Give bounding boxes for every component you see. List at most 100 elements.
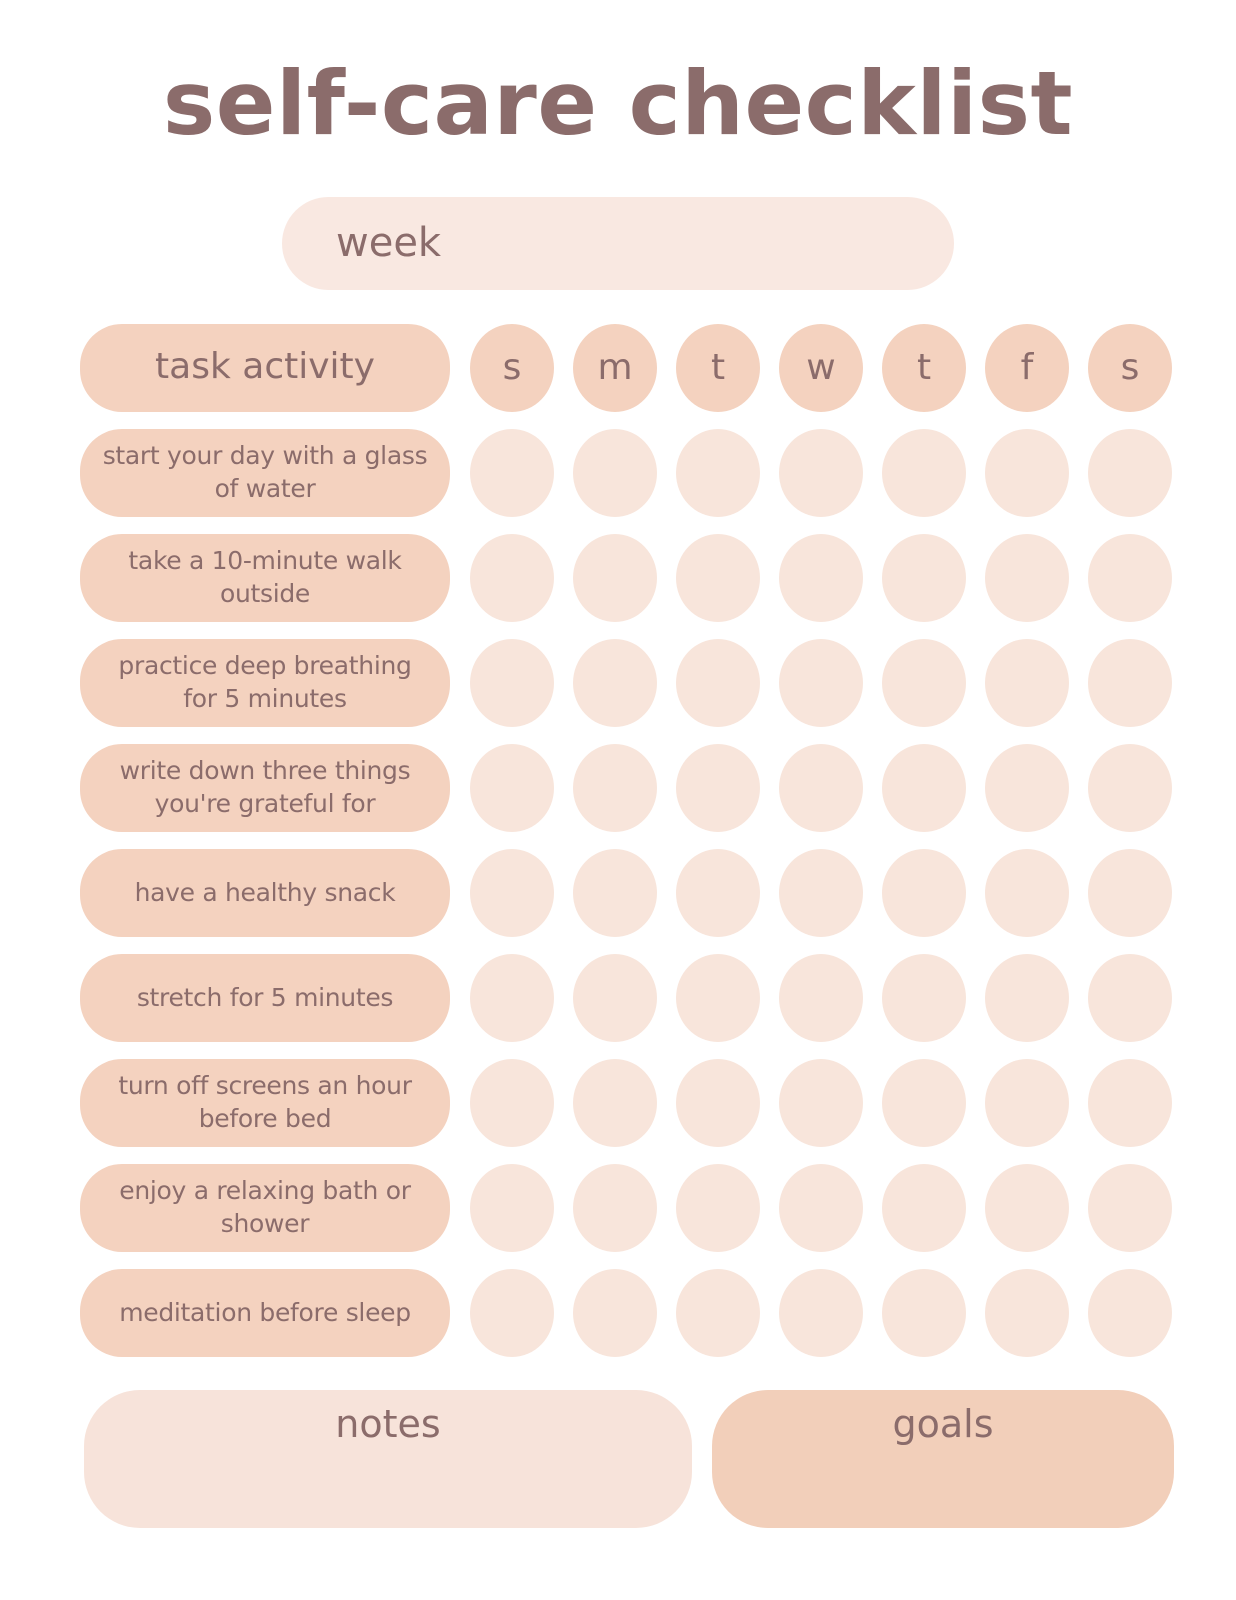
task-pill: stretch for 5 minutes	[80, 953, 450, 1042]
checkbox-circle[interactable]	[1088, 953, 1172, 1042]
task-label: stretch for 5 minutes	[136, 982, 394, 1012]
checkbox-circle[interactable]	[1088, 638, 1172, 727]
checkbox-circle[interactable]	[573, 428, 657, 517]
checkbox-circle[interactable]	[573, 1268, 657, 1357]
checkbox-circle[interactable]	[882, 743, 966, 832]
day-header-circle: s	[470, 323, 554, 412]
checkbox-circle[interactable]	[470, 848, 554, 937]
checkbox-circle[interactable]	[779, 953, 863, 1042]
day-letter: t	[916, 347, 932, 389]
checkbox-circle[interactable]	[676, 533, 760, 622]
checkbox-circle[interactable]	[779, 1268, 863, 1357]
checkbox-circle[interactable]	[1088, 1268, 1172, 1357]
day-letter: s	[1120, 347, 1140, 389]
checkbox-circle[interactable]	[676, 848, 760, 937]
footer-section: notes goals	[84, 1389, 1236, 1528]
checkbox-circle[interactable]	[573, 848, 657, 937]
checkbox-circle[interactable]	[573, 1058, 657, 1147]
checkbox-circle[interactable]	[470, 743, 554, 832]
checkbox-circle[interactable]	[470, 638, 554, 727]
checkbox-circle[interactable]	[470, 953, 554, 1042]
day-letter: s	[502, 347, 522, 389]
checkbox-circle[interactable]	[985, 533, 1069, 622]
checkbox-circle[interactable]	[573, 953, 657, 1042]
checkbox-circle[interactable]	[985, 428, 1069, 517]
checkbox-circle[interactable]	[676, 953, 760, 1042]
checkbox-circle[interactable]	[470, 1163, 554, 1252]
checkbox-circle[interactable]	[779, 1058, 863, 1147]
task-label: write down three things you're grateful …	[119, 756, 411, 818]
checkbox-cells	[470, 533, 1172, 622]
table-header-row: task activity s m t w t f s	[80, 323, 1236, 412]
checkbox-circle[interactable]	[1088, 428, 1172, 517]
task-row: turn off screens an hour before bed	[80, 1058, 1236, 1147]
checkbox-circle[interactable]	[882, 953, 966, 1042]
checkbox-circle[interactable]	[985, 1163, 1069, 1252]
checkbox-circle[interactable]	[779, 1163, 863, 1252]
checkbox-circle[interactable]	[676, 743, 760, 832]
checkbox-circle[interactable]	[985, 1058, 1069, 1147]
task-row: meditation before sleep	[80, 1268, 1236, 1357]
task-pill: turn off screens an hour before bed	[80, 1058, 450, 1147]
checkbox-circle[interactable]	[985, 743, 1069, 832]
day-header-circle: s	[1088, 323, 1172, 412]
checkbox-circle[interactable]	[676, 1268, 760, 1357]
task-label: have a healthy snack	[134, 877, 396, 907]
checkbox-circle[interactable]	[779, 743, 863, 832]
checkbox-circle[interactable]	[882, 428, 966, 517]
checkbox-circle[interactable]	[985, 848, 1069, 937]
goals-box[interactable]: goals	[712, 1389, 1174, 1528]
checkbox-circle[interactable]	[676, 1058, 760, 1147]
checkbox-circle[interactable]	[1088, 1058, 1172, 1147]
task-row: stretch for 5 minutes	[80, 953, 1236, 1042]
week-label: week	[336, 220, 442, 267]
checkbox-circle[interactable]	[779, 533, 863, 622]
checkbox-circle[interactable]	[470, 428, 554, 517]
checkbox-circle[interactable]	[882, 1163, 966, 1252]
checkbox-circle[interactable]	[985, 638, 1069, 727]
task-pill: take a 10-minute walk outside	[80, 533, 450, 622]
day-header-circle: w	[779, 323, 863, 412]
checkbox-circle[interactable]	[1088, 743, 1172, 832]
checkbox-circle[interactable]	[779, 428, 863, 517]
checkbox-circle[interactable]	[882, 1058, 966, 1147]
task-row: write down three things you're grateful …	[80, 743, 1236, 832]
task-rows: start your day with a glass of water take…	[80, 428, 1236, 1357]
task-pill: practice deep breathing for 5 minutes	[80, 638, 450, 727]
day-letter: m	[597, 347, 633, 389]
day-header-circle: t	[882, 323, 966, 412]
checkbox-circle[interactable]	[882, 638, 966, 727]
checkbox-circle[interactable]	[573, 533, 657, 622]
checkbox-circle[interactable]	[573, 638, 657, 727]
notes-box[interactable]: notes	[84, 1389, 692, 1528]
checkbox-circle[interactable]	[985, 1268, 1069, 1357]
task-activity-label: task activity	[155, 346, 375, 388]
checkbox-circle[interactable]	[779, 638, 863, 727]
checkbox-cells	[470, 743, 1172, 832]
checkbox-circle[interactable]	[676, 1163, 760, 1252]
checkbox-cells	[470, 953, 1172, 1042]
checkbox-circle[interactable]	[882, 848, 966, 937]
task-label: take a 10-minute walk outside	[128, 546, 402, 608]
checkbox-circle[interactable]	[1088, 848, 1172, 937]
checkbox-circle[interactable]	[779, 848, 863, 937]
checkbox-cells	[470, 638, 1172, 727]
day-header-circle: t	[676, 323, 760, 412]
checklist-table: task activity s m t w t f s start your day wit…	[80, 323, 1236, 1357]
checkbox-circle[interactable]	[573, 743, 657, 832]
checkbox-circle[interactable]	[985, 953, 1069, 1042]
checkbox-circle[interactable]	[573, 1163, 657, 1252]
goals-label: goals	[892, 1401, 994, 1446]
checkbox-circle[interactable]	[1088, 533, 1172, 622]
checkbox-circle[interactable]	[882, 533, 966, 622]
checkbox-circle[interactable]	[470, 533, 554, 622]
day-letter: f	[1020, 347, 1034, 389]
week-input[interactable]: week	[282, 196, 954, 290]
checkbox-circle[interactable]	[882, 1268, 966, 1357]
checkbox-circle[interactable]	[676, 638, 760, 727]
checkbox-circle[interactable]	[676, 428, 760, 517]
checkbox-circle[interactable]	[470, 1268, 554, 1357]
page-title: self-care checklist	[162, 52, 1074, 155]
checkbox-circle[interactable]	[1088, 1163, 1172, 1252]
checkbox-circle[interactable]	[470, 1058, 554, 1147]
